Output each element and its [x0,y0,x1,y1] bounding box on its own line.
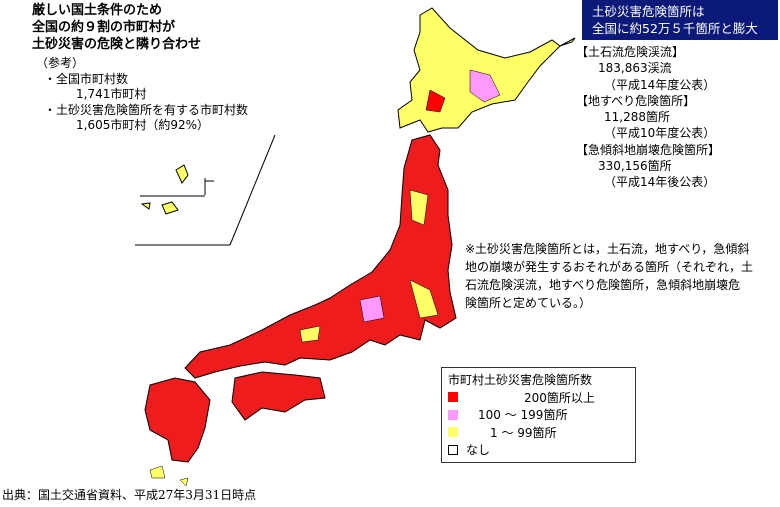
highlight-box: 土砂災害危険箇所は全国に約52万５千箇所と膨大 [582,0,778,40]
map-legend: 市町村土砂災害危険箇所数 200箇所以上 100 ～ 199箇所 1 ～ 99箇所なし [441,367,636,463]
highlight-line: 全国に約52万５千箇所と膨大 [592,21,758,36]
reference-item-value: 1,605市町村（約92%） [76,118,210,132]
footnote-line: 険箇所と定めている。） [465,296,592,310]
source-caption: 出典：国土交通省資料、平成27年3月31日時点 [2,488,257,502]
honshu-region [184,134,457,379]
reference-item-title: ・土砂災害危険箇所を有する市町村数 [44,102,249,117]
footnote-line: ※土砂災害危険箇所とは，土石流，地すべり，急傾斜 [465,242,750,256]
hokkaido-region [397,7,561,133]
legend-item: 200箇所以上 [448,389,629,407]
legend-item: 100 ～ 199箇所 [448,406,629,424]
reference-block: （参考） ・全国市町村数 1,741市町村 ・土砂災害危険箇所を有する市町村数 1,60… [36,56,248,134]
legend-item: なし [448,441,629,459]
category-title: 【地すべり危険箇所】 [576,93,696,108]
legend-swatch [448,427,458,438]
legend-title: 市町村土砂災害危険箇所数 [448,373,593,388]
reference-label: （参考） [36,56,85,70]
category-title: 【土石流危険渓流】 [576,45,685,59]
category-value: 330,156箇所 [598,159,672,174]
category-note: （平成10年度公表） [604,126,716,141]
legend-swatch [448,409,458,420]
footnote-line: 石流危険渓流，地すべり危険箇所，急傾斜地崩壊危 [465,278,741,292]
category-list: 【土石流危険渓流】 183,863渓流 （平成14年度公表） 【地すべり危険箇所】 11… [576,44,720,191]
category-value: 183,863渓流 [598,61,672,76]
headline-line: 全国の約９割の市町村が [32,20,176,35]
reference-item-value: 1,741市町村 [76,87,147,101]
kyushu-region [144,377,211,463]
legend-item: 1 ～ 99箇所 [448,424,629,442]
reference-item-title: ・全国市町村数 [44,71,129,86]
category-value: 11,288箇所 [604,110,670,125]
headline: 厳しい国土条件のため 全国の約９割の市町村が土砂災害の危険と隣り合わせ [32,2,201,53]
legend-swatch [448,444,458,455]
category-title: 【急傾斜地崩壊危険箇所】 [576,142,721,157]
legend-label: なし [466,443,491,458]
legend-label: 200箇所以上 [524,390,595,405]
shikoku-region [231,371,326,421]
category-note: （平成14年度公表） [604,77,716,92]
highlight-line: 土砂災害危険箇所は [592,4,705,19]
headline-line: 厳しい国土条件のため [32,3,163,18]
legend-label: 100 ～ 199箇所 [478,408,568,423]
legend-swatch [448,392,458,403]
footnote-line: 地の崩壊が発生するおそれがある箇所（それぞれ，土 [465,260,754,274]
legend-label: 1 ～ 99箇所 [490,425,557,440]
headline-line: 土砂災害の危険と隣り合わせ [32,37,202,52]
footnote: ※土砂災害危険箇所とは，土石流，地すべり，急傾斜 地の崩壊が発生するおそれがある箇… [465,240,753,312]
okinawa-inset [135,134,276,246]
category-note: （平成14年後公表） [604,175,716,190]
